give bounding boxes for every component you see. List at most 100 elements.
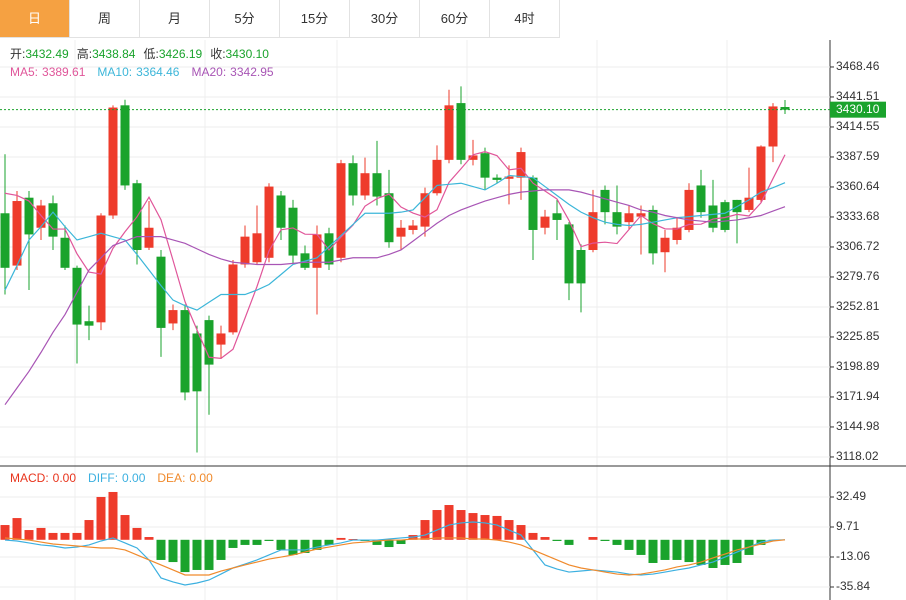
macd-bar xyxy=(288,539,298,555)
indicator-line xyxy=(4,189,786,406)
candle-body xyxy=(120,105,130,186)
macd-bar xyxy=(420,520,430,540)
legend-name: MA5: xyxy=(10,65,38,79)
period-tab[interactable]: 日 xyxy=(0,0,70,38)
macd-bar xyxy=(120,515,130,540)
candle-body xyxy=(708,205,718,228)
last-price-label: 3430.10 xyxy=(836,102,880,116)
candle-body xyxy=(360,173,370,196)
readout-value: 3438.84 xyxy=(92,47,136,61)
legend-value: 0.00 xyxy=(53,471,77,485)
candle-body xyxy=(396,227,406,237)
macd-bar xyxy=(720,539,730,565)
legend: MA5: 3389.61 MA10: 3364.46 MA20: 3342.95 xyxy=(10,65,274,79)
macd-bar xyxy=(660,539,670,560)
last-price-tag xyxy=(830,101,886,118)
candle-body xyxy=(84,321,94,326)
macd-bar xyxy=(588,537,598,540)
candle-body xyxy=(372,173,382,197)
candle-body xyxy=(60,237,70,268)
y-tick-label: 3144.98 xyxy=(836,419,880,433)
y-tick-label: 3333.68 xyxy=(836,209,880,223)
macd-bar xyxy=(168,539,178,563)
period-tab[interactable]: 5分 xyxy=(210,0,280,38)
candle-body xyxy=(564,224,574,284)
y-tick-label: 3306.72 xyxy=(836,239,880,253)
macd-bar xyxy=(696,539,706,565)
candle-body xyxy=(492,177,502,180)
period-tab[interactable]: 月 xyxy=(140,0,210,38)
candle-body xyxy=(312,234,322,268)
candle-body xyxy=(48,203,58,237)
candle-body xyxy=(660,237,670,253)
legend-name: MA10: xyxy=(97,65,132,79)
macd-bar xyxy=(516,525,526,540)
indicator-line xyxy=(4,150,786,360)
candle-body xyxy=(516,152,526,178)
macd-bar xyxy=(264,539,274,541)
macd-bar xyxy=(684,539,694,563)
readout-label: 高: xyxy=(77,46,92,61)
y-tick-label: 3441.51 xyxy=(836,89,880,103)
macd-bar xyxy=(228,539,238,548)
macd-bar xyxy=(552,539,562,541)
macd-bar xyxy=(0,525,10,540)
readout-value: 3432.49 xyxy=(25,47,69,61)
candle-body xyxy=(276,195,286,228)
legend-value: 3389.61 xyxy=(42,65,86,79)
period-tab[interactable]: 60分 xyxy=(420,0,490,38)
y-tick-label: 3118.02 xyxy=(836,449,879,463)
candle-body xyxy=(648,209,658,254)
candle-body xyxy=(324,233,334,265)
macd-bar xyxy=(312,539,322,550)
candle-body xyxy=(228,264,238,333)
macd-bar xyxy=(732,539,742,563)
macd-bar xyxy=(348,539,358,540)
readout-label: 收: xyxy=(210,47,225,61)
readout-label: 低: xyxy=(143,47,158,61)
candle-body xyxy=(348,163,358,196)
macd-bar xyxy=(600,539,610,541)
candle-body xyxy=(288,207,298,256)
candle-body xyxy=(0,213,10,268)
legend-value: 3342.95 xyxy=(230,65,274,79)
macd-bar xyxy=(540,537,550,540)
macd-bar xyxy=(36,527,46,540)
candle-body xyxy=(528,177,538,230)
macd-bar xyxy=(108,491,118,540)
y-tick-label: 3198.89 xyxy=(836,359,880,373)
vertical-grid xyxy=(74,40,728,600)
candle-body xyxy=(216,333,226,345)
period-tab[interactable]: 周 xyxy=(70,0,140,38)
legend-value: 0.00 xyxy=(122,471,146,485)
macd-bar xyxy=(372,539,382,545)
period-tab[interactable]: 15分 xyxy=(280,0,350,38)
period-tab[interactable]: 4时 xyxy=(490,0,560,38)
candle-body xyxy=(156,256,166,328)
legend-name: MA20: xyxy=(191,65,226,79)
macd-bar xyxy=(612,539,622,545)
period-tabs: 日周月 5分 15分 30分 60分 4时 xyxy=(0,0,560,38)
y-tick-label: -13.06 xyxy=(836,549,870,563)
candle-body xyxy=(144,227,154,248)
period-tab[interactable]: 30分 xyxy=(350,0,420,38)
macd-bar xyxy=(204,539,214,570)
candle-body xyxy=(684,189,694,230)
candle-body xyxy=(552,213,562,220)
candle-body xyxy=(72,267,82,325)
macd-bar xyxy=(216,539,226,560)
candle-body xyxy=(468,155,478,160)
candle-body xyxy=(384,193,394,243)
legend-value: 3364.46 xyxy=(136,65,180,79)
legend-name: MACD: xyxy=(10,471,49,485)
y-tick-label: -35.84 xyxy=(836,579,870,593)
indicator-line xyxy=(4,537,786,576)
candle-body xyxy=(204,320,214,365)
candle-body xyxy=(672,227,682,240)
macd-bar xyxy=(396,539,406,545)
candle-body xyxy=(600,189,610,213)
macd-bar xyxy=(96,496,106,540)
macd-bar xyxy=(456,510,466,540)
candle-body xyxy=(24,197,34,235)
candle-body xyxy=(180,310,190,393)
